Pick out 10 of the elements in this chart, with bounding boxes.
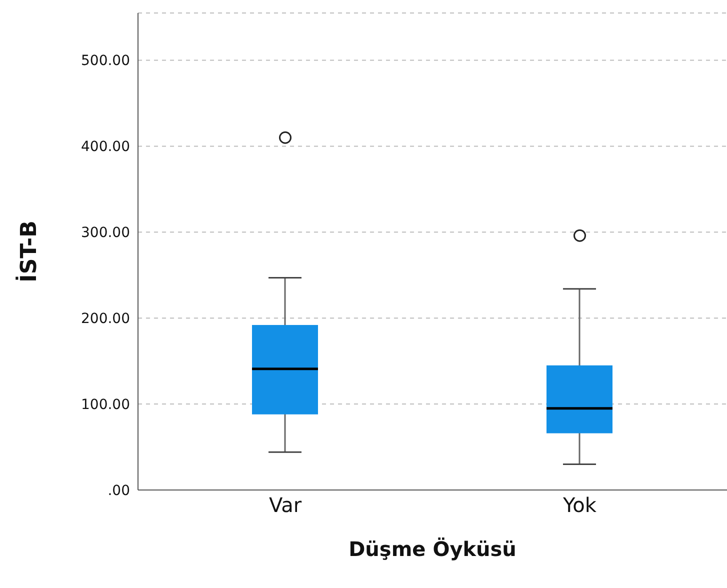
x-axis-title: Düşme Öyküsü bbox=[348, 537, 516, 561]
y-tick-label: .00 bbox=[108, 482, 130, 499]
y-tick-label: 100.00 bbox=[81, 397, 130, 414]
y-axis-title: İST-B bbox=[14, 220, 42, 282]
y-tick-label: 200.00 bbox=[81, 311, 130, 328]
x-tick-label: Var bbox=[268, 493, 302, 518]
y-tick-label: 400.00 bbox=[81, 139, 130, 156]
y-tick-label: 500.00 bbox=[81, 53, 130, 70]
x-tick-label: Yok bbox=[562, 493, 597, 518]
y-tick-label: 300.00 bbox=[81, 225, 130, 242]
